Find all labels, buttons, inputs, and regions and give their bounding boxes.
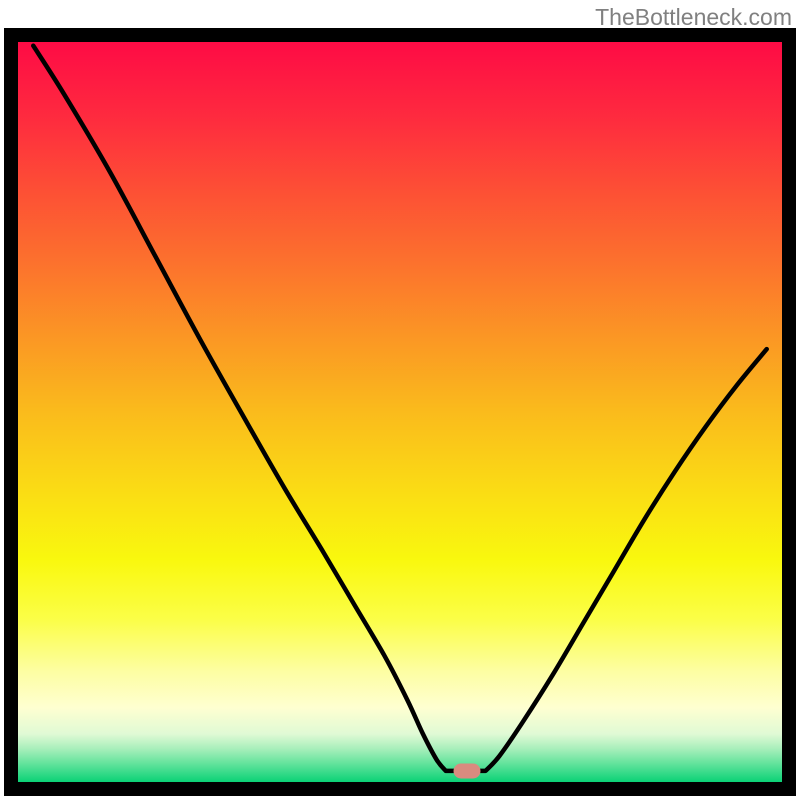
v-curve — [33, 46, 766, 771]
minimum-marker — [454, 763, 481, 778]
frame-left — [4, 28, 18, 796]
frame-bottom — [4, 782, 796, 796]
chart-stage: TheBottleneck.com — [0, 0, 800, 800]
curve-layer — [4, 28, 796, 796]
frame-right — [782, 28, 796, 796]
plot-area — [4, 28, 796, 796]
watermark-text: TheBottleneck.com — [595, 4, 792, 31]
